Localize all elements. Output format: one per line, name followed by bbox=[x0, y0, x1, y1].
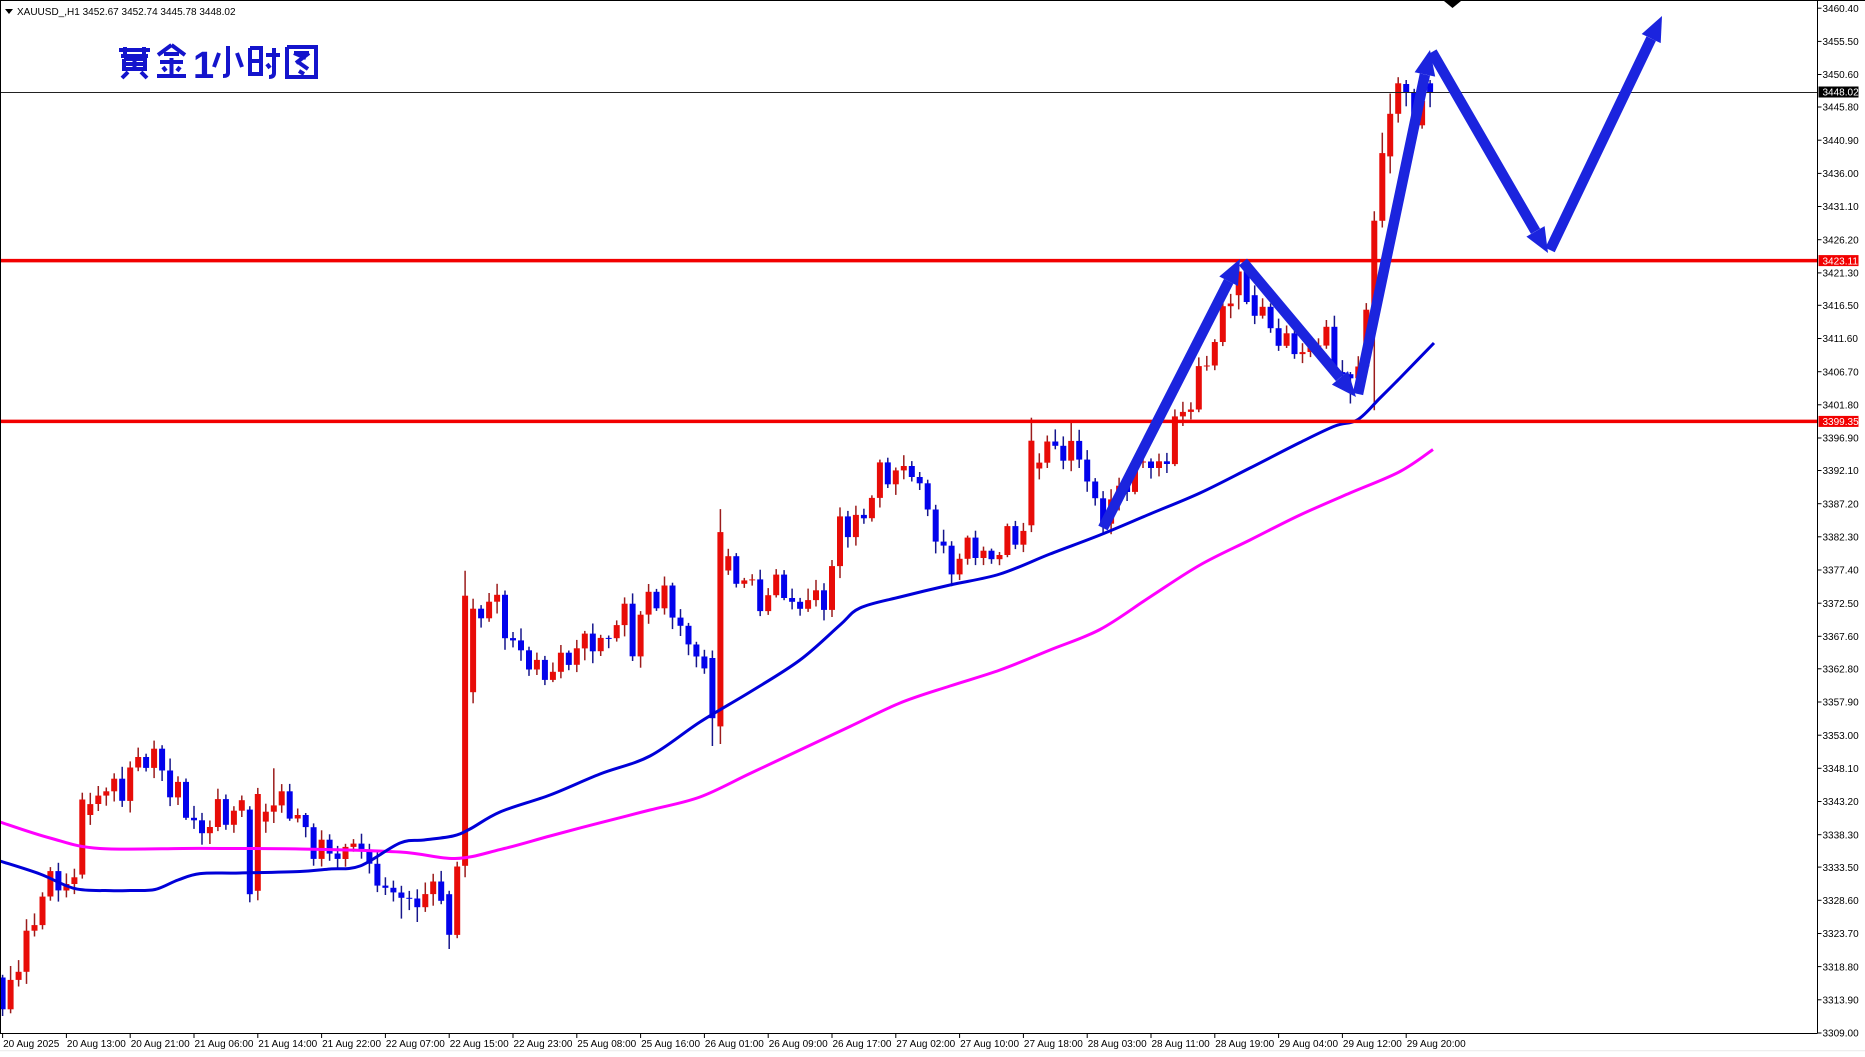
svg-text:28 Aug 11:00: 28 Aug 11:00 bbox=[1152, 1039, 1211, 1050]
svg-text:3455.50: 3455.50 bbox=[1823, 37, 1860, 48]
svg-text:3399.35: 3399.35 bbox=[1823, 417, 1860, 428]
svg-text:22 Aug 15:00: 22 Aug 15:00 bbox=[450, 1039, 509, 1050]
svg-text:3338.30: 3338.30 bbox=[1823, 830, 1860, 841]
svg-text:3421.30: 3421.30 bbox=[1823, 269, 1860, 280]
svg-text:29 Aug 12:00: 29 Aug 12:00 bbox=[1343, 1039, 1402, 1050]
svg-text:3448.02: 3448.02 bbox=[1823, 88, 1860, 99]
svg-text:25 Aug 08:00: 25 Aug 08:00 bbox=[577, 1039, 636, 1050]
svg-text:3353.00: 3353.00 bbox=[1823, 731, 1860, 742]
svg-text:3372.50: 3372.50 bbox=[1823, 599, 1860, 610]
svg-text:3323.70: 3323.70 bbox=[1823, 929, 1860, 940]
svg-text:1: 1 bbox=[193, 45, 214, 87]
svg-text:28 Aug 03:00: 28 Aug 03:00 bbox=[1088, 1039, 1147, 1050]
svg-text:3396.90: 3396.90 bbox=[1823, 434, 1860, 445]
svg-text:3348.10: 3348.10 bbox=[1823, 764, 1860, 775]
svg-text:3377.40: 3377.40 bbox=[1823, 566, 1860, 577]
svg-text:20 Aug 21:00: 20 Aug 21:00 bbox=[131, 1039, 190, 1050]
svg-text:3401.80: 3401.80 bbox=[1823, 401, 1860, 412]
svg-text:3309.00: 3309.00 bbox=[1823, 1029, 1860, 1040]
svg-text:21 Aug 22:00: 21 Aug 22:00 bbox=[322, 1039, 381, 1050]
svg-text:27 Aug 18:00: 27 Aug 18:00 bbox=[1024, 1039, 1083, 1050]
svg-text:20 Aug 2025: 20 Aug 2025 bbox=[3, 1039, 60, 1050]
svg-text:3343.20: 3343.20 bbox=[1823, 797, 1860, 808]
svg-text:22 Aug 23:00: 22 Aug 23:00 bbox=[514, 1039, 573, 1050]
svg-text:3382.30: 3382.30 bbox=[1823, 533, 1860, 544]
svg-text:3357.90: 3357.90 bbox=[1823, 698, 1860, 709]
svg-text:3436.00: 3436.00 bbox=[1823, 169, 1860, 180]
svg-text:3423.11: 3423.11 bbox=[1823, 256, 1859, 267]
svg-text:21 Aug 14:00: 21 Aug 14:00 bbox=[258, 1039, 317, 1050]
svg-text:3431.10: 3431.10 bbox=[1823, 202, 1860, 213]
svg-text:3367.60: 3367.60 bbox=[1823, 632, 1860, 643]
svg-text:3318.80: 3318.80 bbox=[1823, 962, 1860, 973]
svg-text:26 Aug 17:00: 26 Aug 17:00 bbox=[833, 1039, 892, 1050]
svg-text:3362.80: 3362.80 bbox=[1823, 665, 1860, 676]
svg-text:26 Aug 09:00: 26 Aug 09:00 bbox=[769, 1039, 828, 1050]
svg-text:29 Aug 20:00: 29 Aug 20:00 bbox=[1407, 1039, 1466, 1050]
svg-text:3426.20: 3426.20 bbox=[1823, 235, 1860, 246]
svg-text:3333.50: 3333.50 bbox=[1823, 863, 1860, 874]
svg-text:3392.10: 3392.10 bbox=[1823, 466, 1860, 477]
svg-text:3416.50: 3416.50 bbox=[1823, 301, 1860, 312]
svg-text:27 Aug 02:00: 27 Aug 02:00 bbox=[896, 1039, 955, 1050]
svg-text:20 Aug 13:00: 20 Aug 13:00 bbox=[67, 1039, 126, 1050]
svg-text:3450.60: 3450.60 bbox=[1823, 70, 1860, 81]
svg-text:3387.20: 3387.20 bbox=[1823, 499, 1860, 510]
svg-text:3328.60: 3328.60 bbox=[1823, 896, 1860, 907]
svg-text:25 Aug 16:00: 25 Aug 16:00 bbox=[641, 1039, 700, 1050]
svg-text:3406.70: 3406.70 bbox=[1823, 367, 1860, 378]
svg-text:3460.40: 3460.40 bbox=[1823, 4, 1860, 15]
svg-text:22 Aug 07:00: 22 Aug 07:00 bbox=[386, 1039, 445, 1050]
svg-text:3313.90: 3313.90 bbox=[1823, 996, 1860, 1007]
svg-text:28 Aug 19:00: 28 Aug 19:00 bbox=[1215, 1039, 1274, 1050]
svg-text:21 Aug 06:00: 21 Aug 06:00 bbox=[195, 1039, 254, 1050]
svg-text:XAUUSD_,H1 3452.67 3452.74 34: XAUUSD_,H1 3452.67 3452.74 3445.78 3448.… bbox=[17, 7, 236, 18]
svg-text:27 Aug 10:00: 27 Aug 10:00 bbox=[960, 1039, 1019, 1050]
svg-text:29 Aug 04:00: 29 Aug 04:00 bbox=[1279, 1039, 1338, 1050]
svg-text:3440.90: 3440.90 bbox=[1823, 136, 1860, 147]
svg-text:26 Aug 01:00: 26 Aug 01:00 bbox=[705, 1039, 764, 1050]
svg-text:3445.80: 3445.80 bbox=[1823, 103, 1860, 114]
svg-text:3411.60: 3411.60 bbox=[1823, 334, 1859, 345]
